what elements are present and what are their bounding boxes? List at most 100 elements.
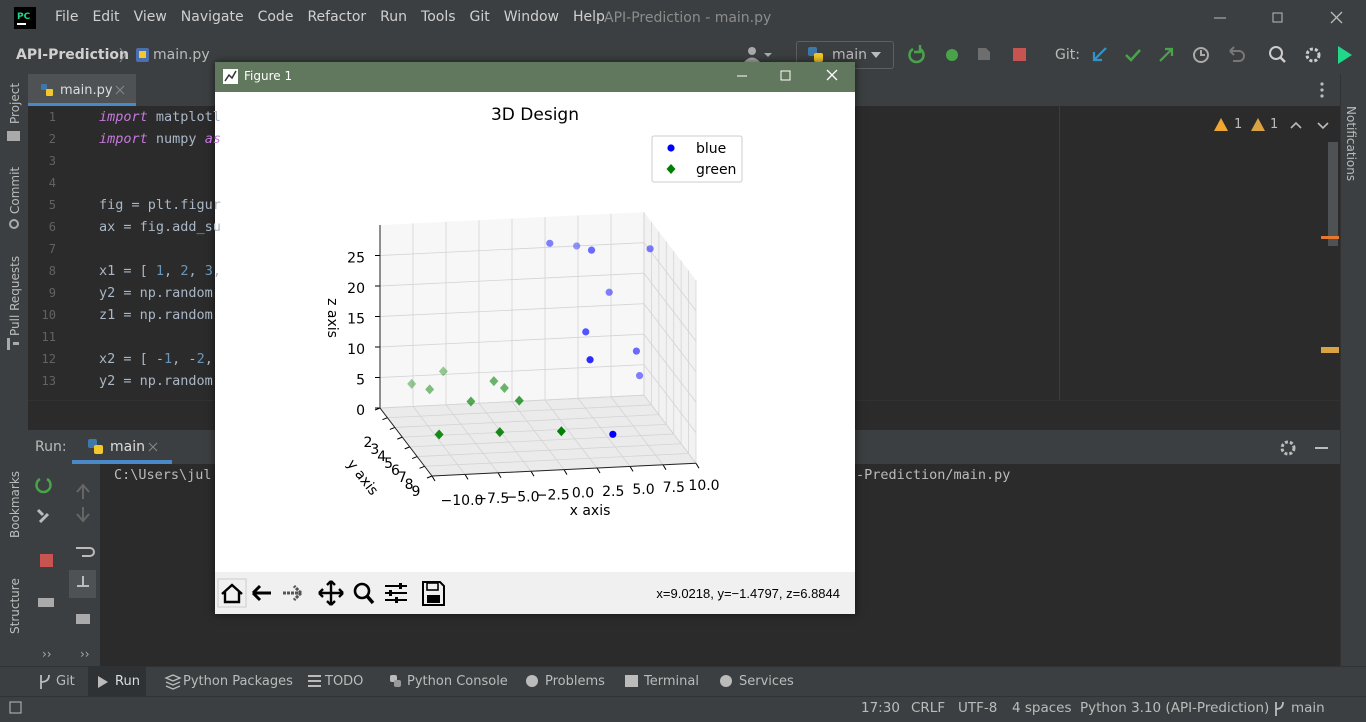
run-panel-actions[interactable] xyxy=(1278,438,1334,458)
grid-line xyxy=(643,333,697,403)
editor-menu[interactable] xyxy=(1316,80,1328,100)
git-toolbar[interactable] xyxy=(1088,42,1358,68)
x-tick-mark xyxy=(596,467,601,474)
y-tick-label: 4 xyxy=(377,449,386,465)
code-line: x2 = [ -1, -2, xyxy=(99,351,213,367)
status-toggle[interactable] xyxy=(8,700,24,716)
menu-item[interactable]: Run xyxy=(380,9,408,25)
code-line: x1 = [ 1, 2, 3, xyxy=(99,263,221,279)
run-toolbar[interactable] xyxy=(905,42,1035,68)
weak-warning-count[interactable]: 1 xyxy=(1270,117,1279,132)
app-logo: PC xyxy=(14,7,36,29)
tab-terminal[interactable]: Terminal xyxy=(644,674,699,689)
breadcrumb-file[interactable]: main.py xyxy=(153,47,210,63)
scrollbar[interactable] xyxy=(1328,142,1338,246)
tab-python-console[interactable]: Python Console xyxy=(407,674,508,689)
legend-label: green xyxy=(696,162,736,178)
line-number: 10 xyxy=(41,308,56,322)
code-line: import numpy as xyxy=(99,131,221,147)
figure-toolbar-buttons[interactable] xyxy=(217,578,453,610)
python-icon xyxy=(808,47,823,62)
tab-problems[interactable]: Problems xyxy=(545,674,605,689)
data-point xyxy=(495,427,505,438)
menu-item[interactable]: Tools xyxy=(421,9,456,25)
run-output: C:\Users\jul xyxy=(114,467,212,483)
status-indent[interactable]: 4 spaces xyxy=(1012,700,1072,716)
run-tab[interactable]: main xyxy=(110,439,145,455)
x-tick-mark xyxy=(662,464,667,471)
tab-todo[interactable]: TODO xyxy=(325,674,364,689)
tab-close[interactable] xyxy=(114,84,126,96)
grid-line xyxy=(577,398,631,467)
grid-line xyxy=(409,433,674,448)
run-side-icons[interactable]: ›› ›› xyxy=(32,470,96,666)
x-tick-mark xyxy=(464,474,469,480)
menu-item[interactable]: Window xyxy=(503,9,559,25)
file-icon xyxy=(41,84,53,96)
error-stripe xyxy=(1321,236,1339,239)
status-encoding[interactable]: UTF-8 xyxy=(958,700,998,716)
menu-item[interactable]: File xyxy=(55,9,79,25)
x-axis-line xyxy=(431,462,697,477)
warning-count[interactable]: 1 xyxy=(1234,117,1243,132)
status-position[interactable]: 17:30 xyxy=(861,700,900,716)
y-tick-label: 7 xyxy=(398,470,407,486)
tab-run[interactable]: Run xyxy=(115,674,140,689)
menu-item[interactable]: Help xyxy=(572,9,605,25)
tab-git[interactable]: Git xyxy=(56,674,75,689)
window-controls[interactable] xyxy=(1200,8,1366,28)
breadcrumb-project[interactable]: API-Prediction xyxy=(16,47,129,63)
tab-services[interactable]: Services xyxy=(739,674,794,689)
grid-line xyxy=(544,399,598,469)
grid-line xyxy=(379,394,645,409)
breadcrumb-sep xyxy=(119,47,149,63)
status-bar xyxy=(0,696,1366,722)
grid-line xyxy=(402,423,667,438)
x-tick-mark xyxy=(497,472,502,479)
menu-item[interactable]: Refactor xyxy=(307,9,367,25)
run-tab-close[interactable] xyxy=(147,441,159,453)
plot-canvas: −10.0−7.5−5.0−2.5 0.0 2.5 5.0 7.5 10.02345678… xyxy=(324,105,743,519)
menu-item[interactable]: Code xyxy=(257,9,294,25)
data-point xyxy=(489,376,499,387)
inspection-widget[interactable] xyxy=(1213,116,1333,134)
menu-item[interactable]: Navigate xyxy=(180,9,244,25)
legend-marker xyxy=(666,164,676,174)
x-tick-label: −2.5 xyxy=(536,487,570,503)
status-branch[interactable]: main xyxy=(1291,700,1325,716)
menu-item[interactable]: Edit xyxy=(92,9,120,25)
branch-icon xyxy=(1275,701,1284,716)
grid-line xyxy=(643,394,697,464)
cursor-coords: x=9.0218, y=−1.4797, z=6.8844 xyxy=(656,586,840,601)
code-line: y2 = np.random xyxy=(99,285,213,301)
run-tab-underline xyxy=(72,460,172,464)
x-tick-label: 5.0 xyxy=(632,482,654,498)
z-tick-label: 5 xyxy=(356,373,365,389)
tool-notifications[interactable]: Notifications xyxy=(1344,106,1358,182)
user-icon[interactable] xyxy=(740,44,780,66)
status-interpreter[interactable]: Python 3.10 (API-Prediction) xyxy=(1080,700,1270,716)
tab-python-packages[interactable]: Python Packages xyxy=(183,674,293,689)
tool-bookmarks[interactable]: Bookmarks xyxy=(8,470,22,538)
code-line: y2 = np.random xyxy=(99,373,213,389)
run-config[interactable]: main xyxy=(832,47,867,63)
line-number: 7 xyxy=(48,242,56,256)
grid-line xyxy=(379,364,645,378)
status-line-sep[interactable]: CRLF xyxy=(911,700,946,716)
menu-item[interactable]: View xyxy=(133,9,167,25)
grid-line xyxy=(643,272,697,342)
tool-project[interactable]: Project xyxy=(8,82,22,124)
legend-label: blue xyxy=(696,141,726,157)
figure-window-controls[interactable] xyxy=(725,66,845,86)
svg-text:››: ›› xyxy=(80,647,90,661)
data-point xyxy=(546,239,554,247)
menu-item[interactable]: Git xyxy=(469,9,490,25)
x-tick-label: −10.0 xyxy=(441,493,484,509)
tool-structure[interactable]: Structure xyxy=(8,578,22,634)
grid-line xyxy=(610,396,664,466)
dropdown-arrow xyxy=(871,52,881,58)
editor-tab-label[interactable]: main.py xyxy=(60,83,113,98)
y-tick-label: 9 xyxy=(412,484,421,500)
code-line: z1 = np.random xyxy=(99,307,213,323)
